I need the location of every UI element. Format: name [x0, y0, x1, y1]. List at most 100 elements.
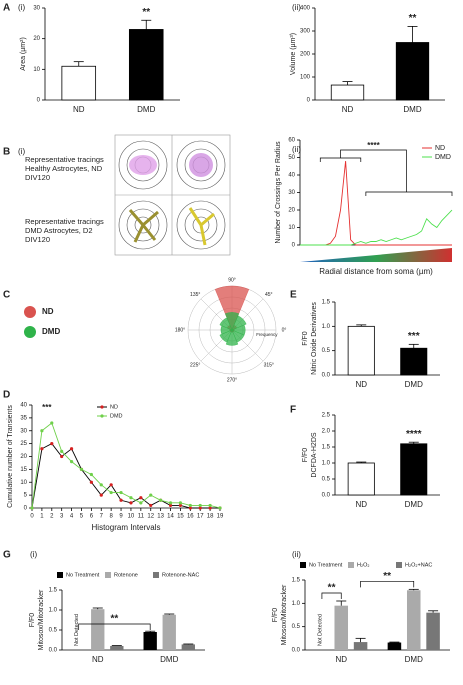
- legend-swatch: [396, 562, 402, 568]
- data-point: [60, 449, 64, 453]
- angle-label: 90°: [228, 277, 236, 283]
- not-detected-note: Not Detected: [317, 614, 323, 646]
- legend-marker: [100, 414, 104, 418]
- data-point: [208, 503, 212, 508]
- data-point: [188, 503, 192, 508]
- x-tick-label: DMD: [160, 655, 178, 664]
- angle-label: 225°: [190, 363, 200, 369]
- angle-label: 135°: [190, 292, 200, 298]
- y-tick-label: 30: [288, 190, 295, 196]
- significance: **: [111, 614, 119, 625]
- x-tick-label: 19: [217, 514, 224, 520]
- panel-label: G: [3, 550, 11, 561]
- data-point: [79, 467, 84, 471]
- legend-marker: [24, 326, 36, 338]
- y-tick-label: 100: [300, 75, 311, 81]
- data-point: [119, 490, 123, 495]
- y-tick-label: 0: [292, 243, 296, 249]
- x-tick-label: 17: [197, 514, 204, 520]
- y-tick-label: 10: [33, 67, 40, 73]
- y-tick-label: 300: [300, 29, 311, 35]
- y-tick-label: 0.5: [322, 477, 331, 483]
- tracing-caption: Representative tracings: [25, 155, 104, 164]
- y-tick-label: 40: [288, 173, 295, 179]
- data-point: [139, 496, 143, 500]
- y-tick-label: 0.5: [49, 628, 58, 634]
- data-point: [159, 498, 163, 502]
- series-line: [31, 443, 220, 509]
- y-tick-label: 0.0: [322, 373, 331, 379]
- x-tick-label: 10: [128, 514, 135, 520]
- data-point: [99, 483, 103, 487]
- y-axis-label: Volume (µm³): [290, 33, 297, 75]
- not-detected-note: Not Detected: [74, 614, 80, 646]
- legend-swatch: [348, 562, 354, 568]
- y-tick-label: 20: [33, 36, 40, 42]
- y-tick-label: 20: [20, 454, 27, 460]
- bar: [400, 347, 428, 376]
- x-tick-label: 1: [40, 514, 44, 520]
- x-tick-label: 12: [147, 514, 154, 520]
- y-tick-label: 0: [37, 98, 41, 104]
- legend-marker: [24, 306, 36, 318]
- x-tick-label: 5: [80, 514, 84, 520]
- angle-label: 45°: [265, 292, 273, 298]
- y-axis-label: DCFDA-H2DS: [311, 432, 318, 477]
- x-tick-label: 6: [90, 514, 94, 520]
- data-point: [119, 498, 123, 502]
- significance: ****: [406, 429, 422, 440]
- data-point: [89, 480, 93, 484]
- series-line: [300, 209, 453, 246]
- y-tick-label: 30: [33, 6, 40, 12]
- legend-swatch: [105, 572, 111, 578]
- data-point: [109, 483, 113, 487]
- bar: [128, 29, 164, 101]
- bar: [426, 612, 440, 650]
- legend-swatch: [57, 572, 63, 578]
- legend-label: Rotenone-NAC: [162, 572, 199, 578]
- tracing-images: [114, 134, 231, 256]
- significance: **: [328, 583, 336, 594]
- bar: [162, 614, 176, 650]
- y-axis-label: F/F0: [29, 613, 36, 627]
- data-point: [198, 506, 202, 510]
- data-point: [168, 501, 173, 505]
- x-tick-label: DMD: [405, 655, 423, 664]
- x-tick-label: ND: [355, 380, 367, 389]
- bar: [61, 65, 97, 101]
- tracing-caption: Representative tracings: [25, 217, 104, 226]
- x-tick-label: DMD: [137, 105, 155, 114]
- y-tick-label: 40: [20, 403, 27, 409]
- y-axis-label: F/F0: [272, 608, 279, 622]
- bar: [181, 644, 195, 650]
- tracing-caption: Healthy Astrocytes, ND: [25, 164, 103, 173]
- legend-swatch: [300, 562, 306, 568]
- bar: [347, 462, 375, 496]
- sub-label: (i): [30, 550, 37, 559]
- significance-bracket: [321, 592, 342, 599]
- polar-wedge: [225, 329, 239, 346]
- data-point: [188, 506, 192, 510]
- panel-label: A: [3, 3, 10, 14]
- data-point: [178, 503, 183, 508]
- y-tick-label: 1.5: [292, 578, 301, 584]
- y-tick-label: 1.0: [322, 324, 331, 330]
- y-tick-label: 1.0: [292, 601, 301, 607]
- angle-label: 0°: [282, 327, 287, 333]
- sub-label: (ii): [292, 550, 301, 559]
- data-point: [198, 503, 202, 508]
- data-point: [149, 503, 153, 508]
- significance-bracket: [360, 580, 415, 588]
- y-tick-label: 1.5: [49, 588, 58, 594]
- x-tick-label: ND: [73, 105, 85, 114]
- legend-label: DMD: [42, 327, 60, 336]
- data-point: [50, 442, 54, 446]
- radial-gradient-wedge: [300, 248, 452, 262]
- legend-label: ND: [110, 404, 118, 410]
- significance-bracket: [78, 623, 151, 630]
- x-tick-label: 14: [167, 514, 174, 520]
- bar: [347, 325, 375, 376]
- bar: [91, 609, 105, 650]
- legend-marker: [100, 405, 104, 409]
